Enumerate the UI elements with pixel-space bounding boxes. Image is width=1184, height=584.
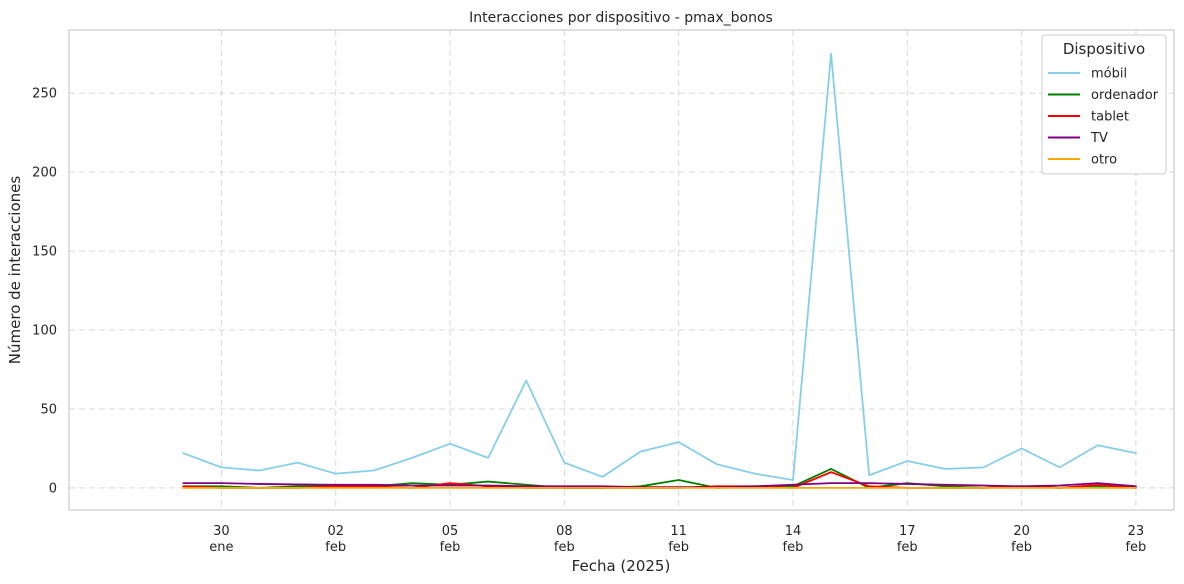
legend-item: otro — [1048, 153, 1117, 168]
x-tick-month: feb — [554, 540, 575, 555]
plot-frame — [68, 29, 1175, 511]
x-tick-day: 17 — [899, 524, 916, 539]
legend-label: otro — [1091, 153, 1117, 168]
legend-item: tablet — [1048, 110, 1129, 125]
legend-title: Dispositivo — [1063, 40, 1145, 58]
y-tick-label: 150 — [32, 245, 57, 260]
series-line-mobil — [182, 52, 1137, 481]
x-tick-month: feb — [668, 540, 689, 555]
x-tick-month: feb — [897, 540, 918, 555]
legend-label: tablet — [1091, 110, 1129, 125]
y-tick-label: 250 — [32, 87, 57, 102]
x-tick-day: 20 — [1013, 524, 1030, 539]
x-tick-day: 30 — [213, 524, 230, 539]
legend-label: ordenador — [1091, 88, 1159, 103]
grid — [69, 30, 1174, 510]
x-tick-day: 08 — [556, 524, 573, 539]
y-tick-label: 100 — [32, 324, 57, 339]
x-tick-month: feb — [440, 540, 461, 555]
x-tick-month: feb — [783, 540, 804, 555]
x-axis-label: Fecha (2025) — [572, 557, 671, 575]
legend-item: ordenador — [1048, 88, 1159, 103]
legend-item: TV — [1048, 131, 1108, 146]
legend-items: móbil ordenador tablet TV otro — [1048, 67, 1159, 168]
chart-title: Interacciones por dispositivo - pmax_bon… — [469, 10, 773, 26]
x-tick-day: 23 — [1128, 524, 1145, 539]
x-tick-month: feb — [325, 540, 346, 555]
x-tick-month: feb — [1011, 540, 1032, 555]
y-tick-label: 0 — [49, 481, 57, 496]
legend: Dispositivo móbil ordenador tablet TV otro — [1041, 34, 1167, 175]
legend-box — [1041, 34, 1167, 175]
legend-label: móbil — [1091, 67, 1127, 82]
y-tick-label: 200 — [32, 166, 57, 181]
legend-label: TV — [1090, 131, 1108, 146]
x-axis-ticks: 30ene02feb05feb08feb11feb14feb17feb20feb… — [209, 524, 1146, 555]
x-tick-month: ene — [209, 540, 233, 555]
legend-item: móbil — [1048, 67, 1127, 82]
x-tick-day: 11 — [670, 524, 687, 539]
y-tick-label: 50 — [40, 402, 57, 417]
y-axis-label: Número de interacciones — [6, 176, 24, 365]
series-lines — [182, 52, 1137, 489]
y-axis-ticks: 0 50 100 150 200 250 — [32, 87, 57, 497]
x-tick-day: 02 — [327, 524, 344, 539]
x-tick-day: 05 — [442, 524, 459, 539]
x-tick-day: 14 — [785, 524, 802, 539]
x-tick-month: feb — [1125, 540, 1146, 555]
